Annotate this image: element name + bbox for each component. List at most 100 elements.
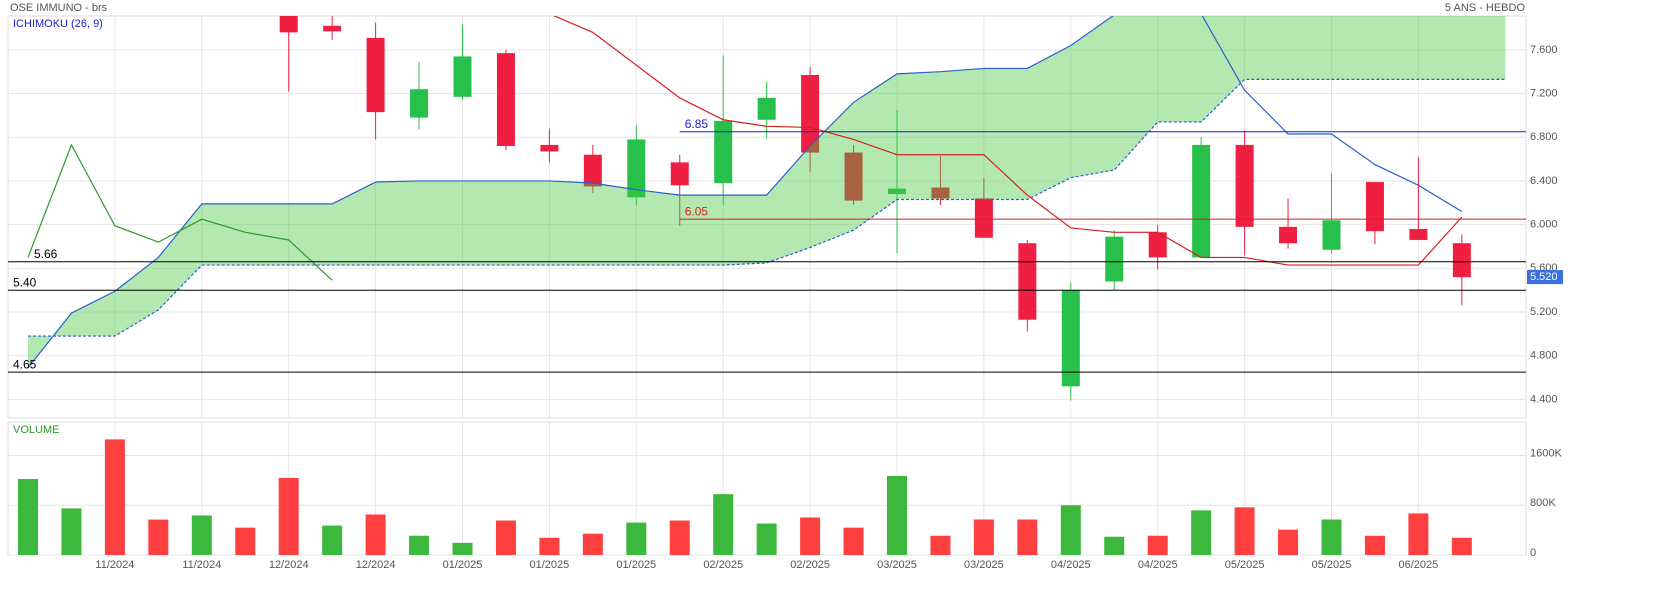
chart-title: OSE IMMUNO - brs (10, 2, 108, 14)
x-tick-label: 03/2025 (877, 559, 917, 571)
volume-bar (1364, 535, 1385, 555)
level-label: 4.65 (13, 357, 37, 371)
y-tick-label: 7.200 (1530, 87, 1558, 99)
level-label: 6.85 (685, 117, 709, 131)
candle-body (757, 97, 776, 120)
y-tick-label: 4.800 (1530, 350, 1558, 362)
volume-bar (1278, 529, 1299, 555)
x-tick-label: 01/2025 (616, 559, 656, 571)
x-tick-label: 04/2025 (1051, 559, 1091, 571)
candle-body (1105, 236, 1124, 282)
candle-body (888, 188, 906, 195)
x-tick-label: 03/2025 (964, 559, 1004, 571)
volume-bar (365, 514, 386, 555)
volume-bar (148, 519, 169, 555)
volume-bar (669, 520, 690, 555)
volume-bar (800, 517, 821, 555)
indicator-line (552, 16, 1463, 266)
y-tick-label: 6.800 (1530, 131, 1558, 143)
volume-plot (18, 439, 1472, 555)
candle-body (627, 139, 646, 198)
volume-bar (278, 477, 299, 555)
candle-body (1452, 243, 1471, 278)
x-tick-label: 02/2025 (703, 559, 743, 571)
volume-bar (756, 523, 777, 555)
candle-body (1061, 290, 1080, 387)
overlay: 4.4004.8005.2005.6006.0006.4006.8007.200… (13, 44, 1563, 571)
candle-body (801, 74, 820, 153)
indicator-label: ICHIMOKU (26, 9) (13, 18, 103, 30)
candle-body (323, 25, 342, 32)
span-b-line (28, 78, 1506, 337)
indicator-line (1201, 16, 1463, 213)
volume-bar (930, 535, 951, 555)
volume-bar (18, 478, 38, 555)
span-a-line (27, 16, 1114, 369)
volume-bar (1060, 505, 1081, 555)
volume-bar (582, 533, 603, 555)
candle-body (1365, 182, 1384, 232)
volume-bar (322, 525, 343, 555)
volume-bar (1451, 537, 1472, 555)
candle-body (366, 37, 385, 113)
volume-bar (713, 494, 734, 555)
volume-bar (452, 542, 473, 555)
candle-body (1322, 220, 1341, 250)
level-label: 5.66 (34, 247, 58, 261)
period: 5 ANS - HEBDO (1445, 2, 1526, 14)
volume-bar (843, 527, 864, 555)
volume-bar (1408, 513, 1429, 555)
level-label: 6.05 (685, 204, 709, 218)
x-tick-label: 05/2025 (1312, 559, 1352, 571)
candle-body (1409, 229, 1428, 240)
y-tick-label: 6.400 (1530, 175, 1558, 187)
candle-body (1148, 232, 1167, 258)
x-tick-label: 01/2025 (443, 559, 483, 571)
candle-body (410, 89, 429, 118)
candle-body (496, 53, 515, 146)
candle-body (974, 198, 993, 238)
x-tick-label: 11/2024 (95, 559, 134, 571)
price-panel (7, 15, 1527, 419)
volume-bar (1147, 535, 1168, 555)
y-tick-label: 7.600 (1530, 44, 1558, 56)
candle-body (1018, 243, 1037, 320)
candle-body (1192, 144, 1211, 258)
volume-bar (1234, 507, 1255, 555)
last-price-label: 5.520 (1530, 271, 1558, 283)
candle-body (714, 120, 733, 184)
x-tick-label: 12/2024 (356, 559, 396, 571)
volume-tick-label: 1600K (1530, 447, 1562, 459)
candle-body (279, 16, 298, 33)
x-tick-label: 11/2024 (182, 559, 221, 571)
cloud (28, 16, 1506, 368)
candle-body (1279, 226, 1298, 244)
x-tick-label: 02/2025 (790, 559, 830, 571)
candle-body (670, 162, 689, 186)
x-tick-label: 01/2025 (530, 559, 570, 571)
volume-bar (539, 537, 560, 555)
candle-body (453, 56, 472, 97)
x-tick-label: 05/2025 (1225, 559, 1265, 571)
price-plot (8, 16, 1526, 401)
volume-bar (495, 520, 516, 555)
volume-bar (191, 515, 212, 555)
volume-bar (626, 522, 647, 555)
level-label: 5.40 (13, 275, 37, 289)
volume-bar (61, 508, 82, 555)
last-price-tag (1527, 270, 1563, 285)
indicator-line (27, 143, 333, 281)
x-tick-label: 06/2025 (1399, 559, 1439, 571)
candle-body (1235, 144, 1254, 227)
candle-body (931, 187, 950, 199)
volume-tick-label: 0 (1530, 547, 1536, 559)
x-tick-label: 04/2025 (1138, 559, 1178, 571)
volume-bar (973, 519, 994, 555)
volume-bar (1017, 519, 1038, 555)
volume-bar (1104, 536, 1125, 555)
volume-bar (1321, 519, 1342, 555)
volume-tick-label: 800K (1530, 497, 1556, 509)
x-tick-label: 12/2024 (269, 559, 309, 571)
